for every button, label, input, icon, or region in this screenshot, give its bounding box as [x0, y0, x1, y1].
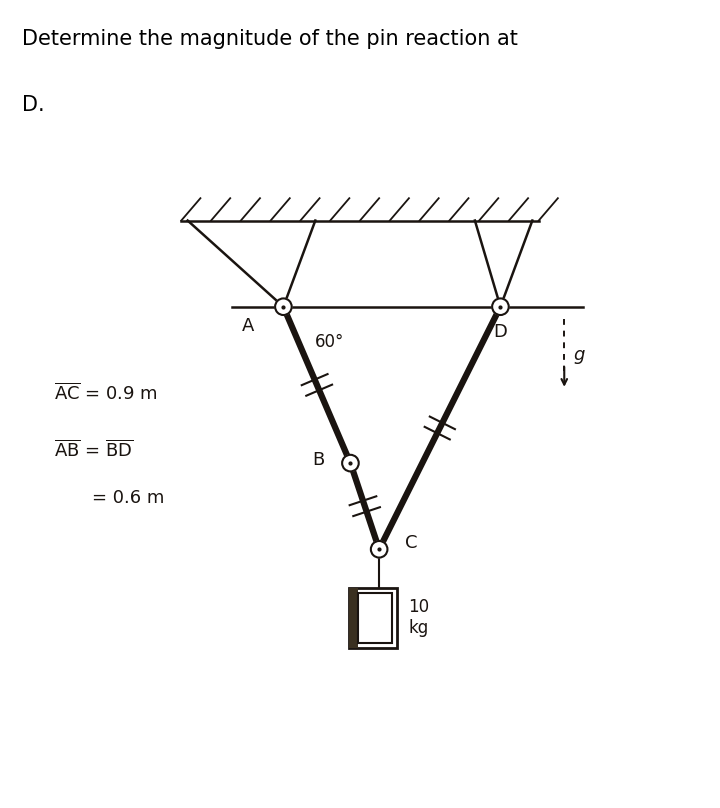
Circle shape [342, 455, 359, 471]
Text: = 0.6 m: = 0.6 m [92, 489, 164, 507]
Circle shape [492, 298, 509, 315]
Circle shape [371, 541, 387, 558]
Circle shape [275, 298, 292, 315]
Text: B: B [312, 451, 325, 469]
Text: C: C [405, 534, 418, 552]
Text: g: g [574, 346, 585, 364]
Text: D.: D. [22, 95, 44, 115]
Text: D: D [493, 323, 508, 341]
Bar [348, 587, 359, 648]
Text: 60°: 60° [315, 333, 345, 351]
Text: 10
kg: 10 kg [408, 599, 429, 638]
Bar [348, 587, 397, 648]
Text: Determine the magnitude of the pin reaction at: Determine the magnitude of the pin react… [22, 29, 518, 49]
Text: $\overline{\mathrm{AB}}$ = $\overline{\mathrm{BD}}$: $\overline{\mathrm{AB}}$ = $\overline{\m… [53, 440, 133, 461]
Text: $\overline{\mathrm{AC}}$ = 0.9 m: $\overline{\mathrm{AC}}$ = 0.9 m [53, 382, 158, 404]
Text: A: A [242, 317, 254, 335]
Bar [359, 593, 392, 643]
